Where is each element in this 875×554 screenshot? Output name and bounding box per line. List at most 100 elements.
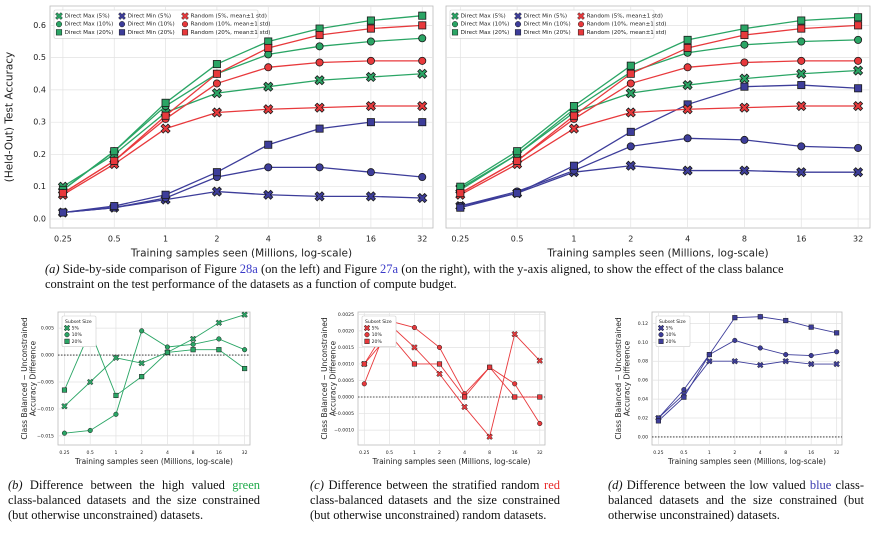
caption-text: class-balanced datasets and the size con… xyxy=(8,493,260,522)
legend-box xyxy=(53,9,259,39)
marker xyxy=(113,392,119,399)
legend-label: Direct Max (5%) xyxy=(461,14,506,20)
marker xyxy=(732,337,738,343)
caption-label: (c) xyxy=(310,478,324,492)
marker xyxy=(797,56,806,65)
marker xyxy=(418,173,427,182)
marker xyxy=(512,394,518,400)
marker xyxy=(740,31,749,40)
marker xyxy=(513,147,522,156)
marker xyxy=(189,335,197,343)
legend-marker xyxy=(118,21,126,28)
legend-marker xyxy=(364,332,370,338)
caption-highlight: green xyxy=(232,478,261,492)
y-tick-label: 0.0015 xyxy=(338,345,354,351)
marker xyxy=(626,127,635,136)
marker xyxy=(740,58,749,67)
x-tick-label: 0.25 xyxy=(653,450,663,456)
marker xyxy=(739,102,750,113)
marker xyxy=(537,420,543,427)
legend-label: 10% xyxy=(666,332,677,338)
legend-marker xyxy=(514,21,522,28)
y-axis-label: Class Balanced − Unconstrained xyxy=(20,317,29,440)
y-tick-label: −0.015 xyxy=(37,433,54,439)
marker xyxy=(706,357,713,365)
marker xyxy=(112,354,120,362)
x-tick-label: 0.25 xyxy=(54,235,72,244)
legend-label: Direct Max (20%) xyxy=(65,30,114,36)
y-tick-label: 0.0 xyxy=(33,214,46,223)
marker xyxy=(264,163,273,172)
x-tick-label: 16 xyxy=(366,235,376,244)
caption-label: (a) xyxy=(45,262,60,276)
legend-marker xyxy=(55,12,63,20)
marker xyxy=(110,202,119,211)
caption-highlight: red xyxy=(544,478,561,492)
marker xyxy=(456,203,465,212)
marker xyxy=(655,418,661,424)
marker xyxy=(682,104,693,115)
legend-marker xyxy=(55,21,63,28)
marker xyxy=(436,361,443,367)
x-tick-label: 32 xyxy=(242,450,248,456)
marker xyxy=(569,102,578,111)
y-tick-label: 0.005 xyxy=(41,326,54,332)
marker xyxy=(796,167,807,178)
legend-box xyxy=(61,315,97,347)
marker xyxy=(139,328,145,334)
legend-label: Random (5%, mean±1 std) xyxy=(587,14,663,20)
marker xyxy=(854,56,863,65)
marker xyxy=(61,387,68,393)
marker xyxy=(834,330,840,336)
x-tick-label: 4 xyxy=(759,450,762,456)
legend-label: 10% xyxy=(372,332,383,338)
y-axis-label: Accuracy Difference xyxy=(29,340,38,416)
x-tick-label: 16 xyxy=(796,235,806,244)
marker xyxy=(511,330,518,338)
legend-title: Subset Size xyxy=(65,319,92,325)
legend-label: Direct Max (10%) xyxy=(65,22,114,28)
marker xyxy=(212,79,221,88)
marker xyxy=(797,142,806,151)
series-line xyxy=(658,339,837,419)
legend-label: 10% xyxy=(72,332,83,338)
x-tick-label: 0.25 xyxy=(59,450,69,456)
y-tick-label: 0.0005 xyxy=(338,378,354,384)
marker xyxy=(740,82,749,91)
legend-label: 20% xyxy=(666,339,677,345)
marker xyxy=(796,100,807,112)
marker xyxy=(513,189,522,198)
legend-marker xyxy=(514,29,522,36)
marker xyxy=(211,186,222,197)
legend-marker xyxy=(451,29,459,36)
marker xyxy=(241,311,248,318)
marker xyxy=(418,56,427,65)
series-line xyxy=(62,15,423,191)
marker xyxy=(732,315,738,321)
x-tick-label: 4 xyxy=(166,450,169,456)
marker xyxy=(853,100,864,112)
marker xyxy=(242,365,248,372)
marker xyxy=(536,357,543,364)
marker xyxy=(512,381,518,387)
series-line xyxy=(459,16,859,188)
legend-title: Subset Size xyxy=(659,319,686,325)
marker xyxy=(164,344,170,350)
legend-label: Direct Min (20%) xyxy=(524,30,571,36)
y-tick-label: 0.0025 xyxy=(338,312,354,318)
marker xyxy=(315,42,324,51)
y-tick-label: 0.000 xyxy=(41,353,54,359)
marker xyxy=(797,37,806,46)
series-line xyxy=(459,24,859,194)
x-axis-label: Training samples seen (Millions, log-sca… xyxy=(667,457,826,466)
plot-area xyxy=(49,5,434,229)
caption-text: class-balanced datasets and the size con… xyxy=(608,478,864,522)
y-tick-label: 0.12 xyxy=(638,321,648,327)
caption-highlight: 27a xyxy=(380,262,399,276)
legend-label: Direct Min (5%) xyxy=(128,14,171,20)
caption-text: Difference between the stratified random xyxy=(328,478,545,492)
marker xyxy=(418,118,427,127)
x-tick-label: 32 xyxy=(834,450,840,456)
